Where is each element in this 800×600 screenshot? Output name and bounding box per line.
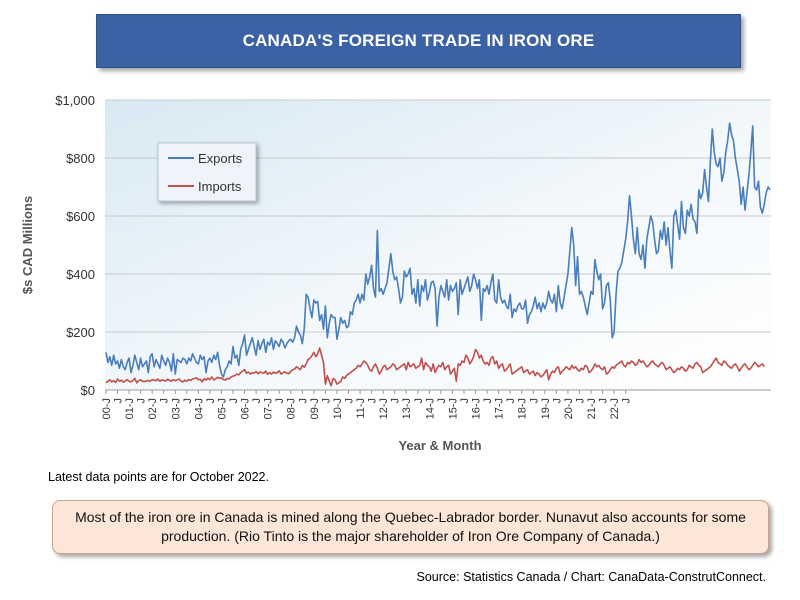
x-tick-label: 09-J (309, 398, 321, 419)
x-tick-label: 08-J (286, 398, 298, 419)
series-line-exports (105, 122, 771, 378)
x-tick-label: J (205, 398, 217, 404)
x-tick-label: 01-J (124, 398, 136, 419)
x-tick-label: J (413, 398, 425, 404)
series-line-imports (105, 347, 765, 387)
x-tick-label: J (621, 398, 633, 404)
x-tick-label: J (182, 398, 194, 404)
x-tick-label: J (482, 398, 494, 404)
x-axis-label: Year & Month (398, 438, 481, 453)
x-tick-label: 02-J (147, 398, 159, 419)
x-tick-label: 06-J (240, 398, 252, 419)
y-tick-label: $1,000 (55, 93, 95, 108)
x-tick-label: J (274, 398, 286, 404)
legend: Exports Imports (157, 142, 257, 202)
chart-title: CANADA'S FOREIGN TRADE IN IRON ORE (242, 31, 595, 50)
x-tick-label: J (598, 398, 610, 404)
source-credit: Source: Statistics Canada / Chart: CanaD… (416, 570, 766, 584)
x-tick-label: 21-J (586, 398, 598, 419)
x-tick-label: 15-J (447, 398, 459, 419)
y-axis-label: $s CAD Millions (20, 196, 35, 294)
x-axis-ticks: 00-J J 01-J J 02-J J 03-J J 04-J J 05-J J 06-J J 07-J J… (101, 390, 633, 419)
y-tick-label: $600 (66, 209, 95, 224)
x-tick-label: 03-J (170, 398, 182, 419)
line-chart: $0$200$400$600$800$1,000 00-J J 01-J J 02-J J… (20, 93, 771, 453)
x-tick-label: 16-J (471, 398, 483, 419)
x-tick-label: J (436, 398, 448, 404)
x-tick-label: 22-J (609, 398, 621, 419)
y-tick-label: $400 (66, 267, 95, 282)
x-tick-label: 00-J (101, 398, 113, 419)
y-tick-label: $800 (66, 151, 95, 166)
x-tick-label: J (459, 398, 471, 404)
x-tick-label: 20-J (563, 398, 575, 419)
x-tick-label: 13-J (401, 398, 413, 419)
x-tick-label: J (551, 398, 563, 404)
series-lines (105, 122, 771, 387)
x-tick-label: 04-J (193, 398, 205, 419)
x-tick-label: J (505, 398, 517, 404)
chart-title-banner: CANADA'S FOREIGN TRADE IN IRON ORE (96, 14, 741, 68)
x-tick-label: J (297, 398, 309, 404)
x-tick-label: 07-J (263, 398, 275, 419)
x-tick-label: 12-J (378, 398, 390, 419)
latest-data-note: Latest data points are for October 2022. (48, 470, 269, 484)
x-tick-label: J (320, 398, 332, 404)
x-tick-label: 10-J (332, 398, 344, 419)
x-tick-label: 11-J (355, 398, 367, 419)
x-tick-label: J (159, 398, 171, 404)
x-tick-label: 17-J (494, 398, 506, 419)
x-tick-label: J (251, 398, 263, 404)
x-tick-label: 05-J (216, 398, 228, 419)
legend-label-exports: Exports (198, 151, 243, 166)
x-tick-label: J (528, 398, 540, 404)
x-tick-label: J (390, 398, 402, 404)
x-tick-label: J (343, 398, 355, 404)
info-textbox: Most of the iron ore in Canada is mined … (52, 500, 769, 554)
x-tick-label: J (574, 398, 586, 404)
x-tick-label: 14-J (424, 398, 436, 419)
y-tick-label: $0 (81, 383, 95, 398)
y-tick-label: $200 (66, 325, 95, 340)
x-tick-label: J (136, 398, 148, 404)
x-tick-label: J (228, 398, 240, 404)
legend-label-imports: Imports (198, 179, 242, 194)
legend-box (157, 142, 257, 202)
gridlines (105, 99, 771, 391)
x-tick-label: 18-J (517, 398, 529, 419)
x-tick-label: 19-J (540, 398, 552, 419)
y-axis-ticks: $0 $200 $400 $600 $800 $1,000 (55, 93, 95, 398)
x-tick-label: J (367, 398, 379, 404)
x-tick-label: J (113, 398, 125, 404)
